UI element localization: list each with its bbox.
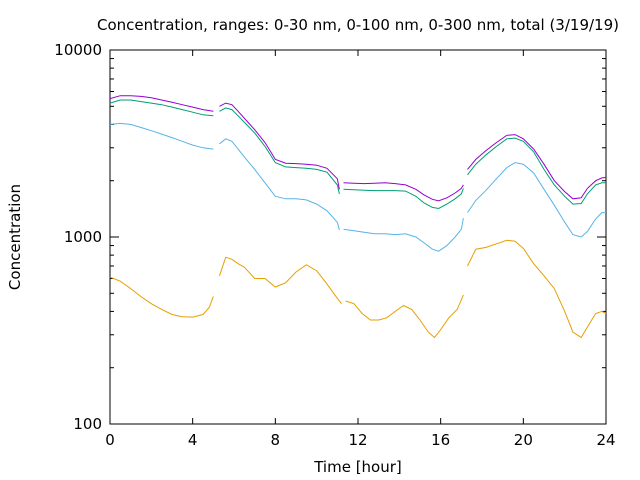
x-axis: 0 4 8 12 16 20 24 xyxy=(105,50,616,449)
series-line-segment xyxy=(109,122,214,150)
series-line-segment xyxy=(109,99,214,117)
x-tick-label: 20 xyxy=(514,431,533,449)
y-tick-label: 10000 xyxy=(54,41,102,59)
series-line-segment xyxy=(219,102,340,190)
plot-frame xyxy=(109,49,607,425)
series-line-segment xyxy=(343,182,464,202)
x-tick-label: 24 xyxy=(596,431,615,449)
y-minor-ticks xyxy=(110,58,606,369)
series-1 xyxy=(109,239,607,339)
series-line-segment xyxy=(343,218,464,252)
series-line-segment xyxy=(219,107,340,195)
x-tick-label: 16 xyxy=(431,431,450,449)
series-line-segment xyxy=(467,239,607,339)
series-layer xyxy=(109,95,607,339)
series-2 xyxy=(109,122,606,252)
series-3 xyxy=(109,99,606,210)
series-line-segment xyxy=(345,294,464,339)
series-line-segment xyxy=(109,95,214,112)
series-4 xyxy=(109,95,607,202)
series-line-segment xyxy=(109,276,214,318)
series-line-segment xyxy=(219,138,340,231)
y-axis-label: Concentration xyxy=(6,184,24,290)
y-tick-label: 1000 xyxy=(64,228,102,246)
x-tick-label: 0 xyxy=(105,431,115,449)
series-line-segment xyxy=(467,134,607,200)
series-line-segment xyxy=(219,256,342,305)
x-tick-label: 4 xyxy=(188,431,198,449)
x-tick-label: 12 xyxy=(348,431,367,449)
y-axis: 100 1000 10000 xyxy=(54,41,606,433)
series-line-segment xyxy=(467,137,606,205)
chart-title: Concentration, ranges: 0-30 nm, 0-100 nm… xyxy=(97,16,619,34)
x-tick-label: 8 xyxy=(271,431,281,449)
y-tick-label: 100 xyxy=(73,415,102,433)
series-line-segment xyxy=(467,162,606,238)
x-axis-label: Time [hour] xyxy=(313,458,402,476)
series-line-segment xyxy=(343,188,464,210)
